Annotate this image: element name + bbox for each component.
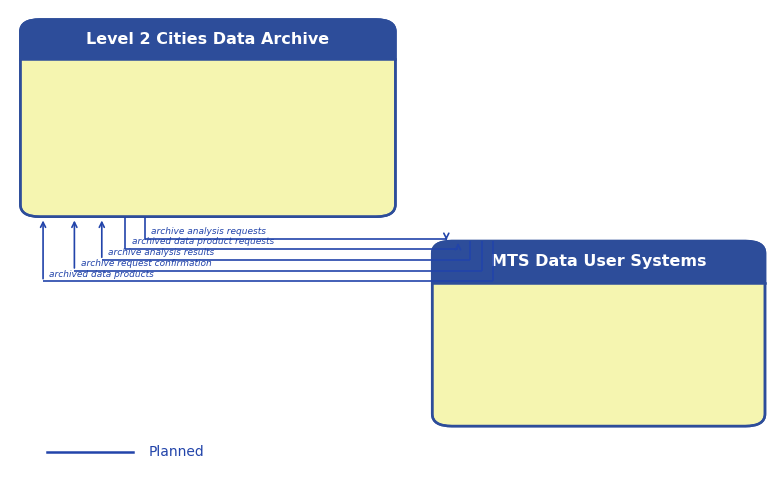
Text: Level 2 Cities Data Archive: Level 2 Cities Data Archive [86,32,330,47]
FancyBboxPatch shape [20,19,395,59]
Bar [20,37,395,59]
Text: Planned: Planned [149,445,204,459]
Bar [432,260,765,282]
Text: archive analysis results: archive analysis results [108,248,215,257]
Text: archive analysis requests: archive analysis requests [151,227,266,236]
FancyBboxPatch shape [20,19,395,217]
FancyBboxPatch shape [432,241,765,282]
Text: MTS Data User Systems: MTS Data User Systems [491,254,706,269]
Text: archived data products: archived data products [49,270,154,279]
Text: archived data product requests: archived data product requests [132,238,274,246]
FancyBboxPatch shape [432,241,765,426]
Text: archive request confirmation: archive request confirmation [81,259,211,268]
